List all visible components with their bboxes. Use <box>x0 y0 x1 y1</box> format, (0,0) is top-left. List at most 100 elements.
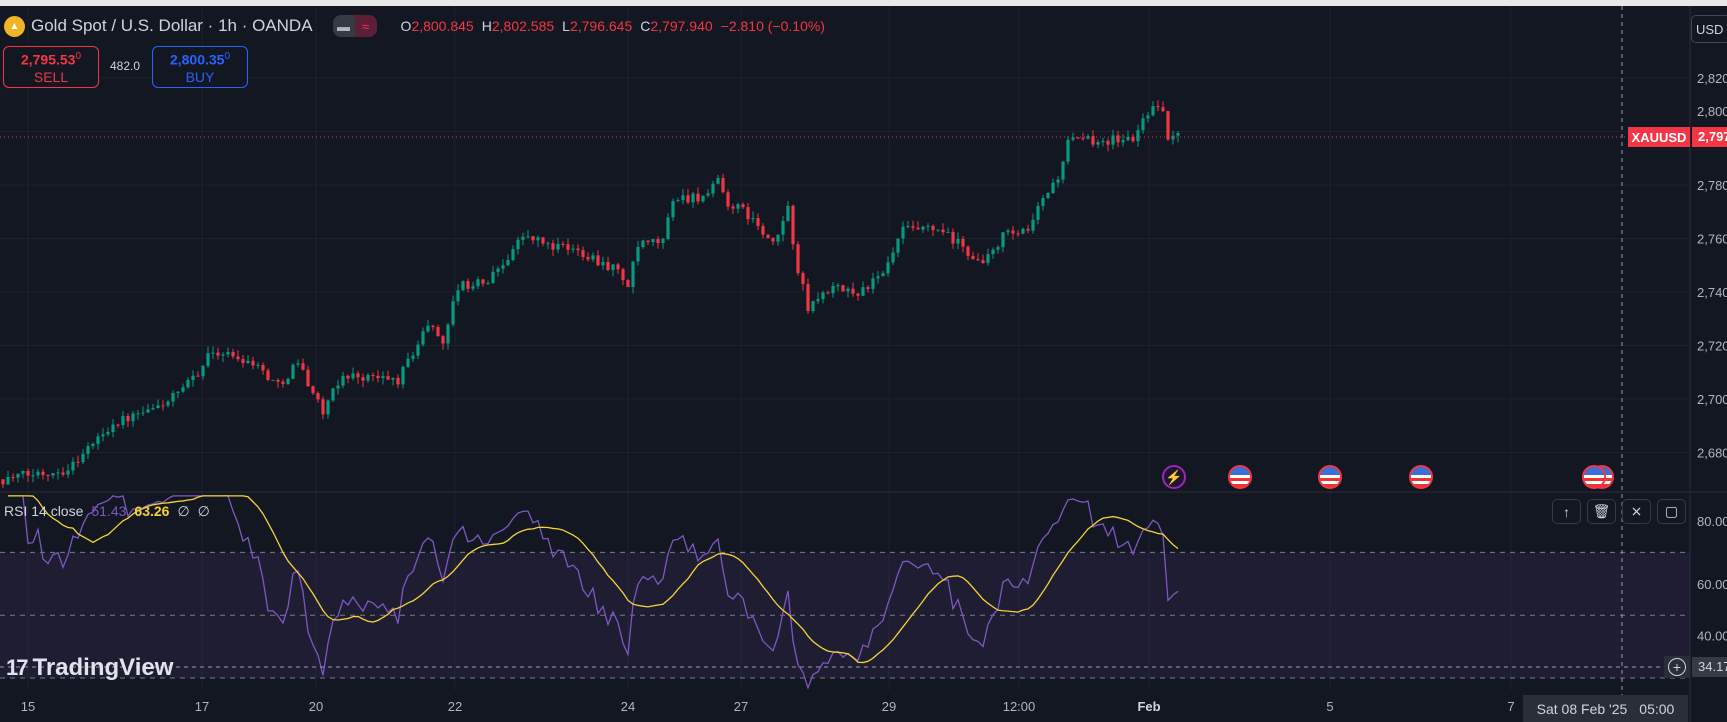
delete-pane-button[interactable]: 🗑 <box>1587 499 1616 524</box>
candle-body <box>61 472 65 475</box>
crosshair-date-label: Sat 08 Feb '25 05:00 <box>1523 695 1688 722</box>
rsi-title[interactable]: RSI 14 close <box>4 503 84 519</box>
candle-body <box>976 259 980 261</box>
rsi-ma-line <box>8 495 1179 664</box>
candle-body <box>661 239 665 244</box>
maximize-pane-button[interactable]: ▢ <box>1657 499 1686 524</box>
candle-body <box>526 236 530 238</box>
chart-canvas[interactable]: 2,820 2,800 2,780 2,760 2,740 2,720 2,700 2,680… <box>0 6 1727 722</box>
candle-body <box>456 290 460 302</box>
us-flag-icon[interactable] <box>1228 465 1252 489</box>
price-axis-label: 2,800 <box>1697 104 1727 119</box>
candle-body <box>676 200 680 202</box>
candle-body <box>901 226 905 239</box>
sell-button[interactable]: 2,795.530 SELL <box>3 46 99 88</box>
candle-body <box>476 279 480 287</box>
candle-body <box>46 474 50 476</box>
candle-body <box>406 358 410 367</box>
candle-body <box>266 370 270 381</box>
candle-body <box>1016 233 1020 235</box>
candle-body <box>1091 136 1095 145</box>
us-flag-icon[interactable] <box>1409 465 1433 489</box>
candle-body <box>166 401 170 406</box>
minus-icon[interactable]: ▬ <box>332 15 355 37</box>
rsi-ma-value: 63.26 <box>134 503 170 519</box>
candle-body <box>286 378 290 384</box>
candle-body <box>336 385 340 389</box>
candle-body <box>1066 139 1070 162</box>
us-flag-icon[interactable] <box>1318 465 1342 489</box>
candle-body <box>786 205 790 221</box>
candle-body <box>271 379 275 381</box>
sell-price: 2,795.53 <box>20 51 76 68</box>
candle-body <box>931 225 935 230</box>
candle-body <box>326 400 330 415</box>
candle-body <box>376 375 380 379</box>
candle-body <box>36 471 40 476</box>
candle-body <box>1021 228 1025 234</box>
candle-body <box>631 261 635 287</box>
candle-body <box>106 431 110 435</box>
candle-body <box>281 381 285 384</box>
candle-body <box>881 273 885 277</box>
us-flag-icon[interactable] <box>1582 465 1606 489</box>
candle-body <box>1171 135 1175 140</box>
waves-icon[interactable]: ≈ <box>354 15 377 37</box>
candle-body <box>746 207 750 220</box>
candle-body <box>721 178 725 193</box>
low-value: 2,796.645 <box>569 18 633 34</box>
price-axis-label: 2,740 <box>1697 285 1727 300</box>
candle-body <box>891 252 895 263</box>
candle-body <box>916 227 920 230</box>
candle-body <box>841 285 845 292</box>
candle-body <box>956 238 960 244</box>
candle-body <box>811 301 815 311</box>
candle-body <box>486 282 490 284</box>
candle-body <box>256 364 260 366</box>
candle-body <box>946 231 950 233</box>
candle-body <box>996 247 1000 250</box>
candle-body <box>1106 140 1110 145</box>
candle-body <box>861 287 865 296</box>
currency-button[interactable]: USD <box>1691 15 1727 43</box>
buy-button[interactable]: 2,800.350 BUY <box>152 46 248 88</box>
candle-body <box>311 386 315 394</box>
candle-body <box>866 287 870 289</box>
candle-body <box>411 355 415 359</box>
candle-body <box>401 366 405 385</box>
add-button[interactable]: + <box>1664 656 1690 678</box>
candle-body <box>921 226 925 230</box>
candle-body <box>816 299 820 302</box>
watermark-text: TradingView <box>32 654 174 681</box>
tradingview-watermark[interactable]: 17 TradingView <box>6 654 173 682</box>
candle-body <box>156 405 160 409</box>
move-pane-up-button[interactable]: ↑ <box>1552 499 1581 524</box>
legend-toggle[interactable]: ▬ ≈ <box>332 15 377 37</box>
time-axis-label: 17 <box>195 699 209 714</box>
candle-body <box>906 226 910 228</box>
candle-body <box>551 243 555 250</box>
candle-body <box>621 269 625 281</box>
candle-body <box>1006 230 1010 233</box>
candle-body <box>581 250 585 257</box>
lightning-icon[interactable]: ⚡ <box>1162 465 1186 489</box>
collapse-pane-button[interactable]: ⨯ <box>1622 499 1651 524</box>
candle-body <box>171 393 175 402</box>
candle-body <box>616 264 620 270</box>
open-value: 2,800.845 <box>411 18 474 34</box>
candle-body <box>771 238 775 242</box>
time-axis-label: 22 <box>448 699 462 714</box>
candle-body <box>211 352 215 354</box>
candle-body <box>436 327 440 337</box>
candle-body <box>151 408 155 410</box>
candle-body <box>186 379 190 388</box>
candle-body <box>1046 192 1050 198</box>
candle-body <box>446 324 450 344</box>
low-key: L <box>562 18 570 34</box>
candle-body <box>591 255 595 260</box>
candle-body <box>851 288 855 294</box>
candle-body <box>736 204 740 209</box>
symbol-title[interactable]: Gold Spot / U.S. Dollar · 1h · OANDA <box>31 16 313 35</box>
candle-body <box>1176 132 1180 136</box>
candle-body <box>766 234 770 239</box>
